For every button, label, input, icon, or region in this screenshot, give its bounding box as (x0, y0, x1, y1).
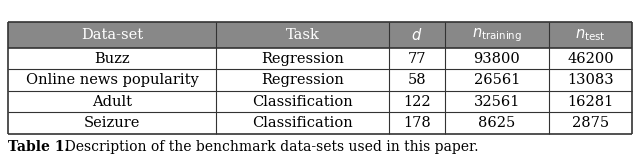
Bar (445, 113, 549, 134)
Bar (8, 113, 216, 134)
Bar (445, 22, 549, 48)
Text: Task: Task (285, 28, 319, 42)
Bar (216, 22, 389, 48)
Bar (8, 22, 216, 48)
Bar (445, 48, 549, 70)
Bar (445, 91, 549, 113)
Bar (389, 91, 445, 113)
Text: Regression: Regression (261, 73, 344, 87)
Bar (389, 113, 445, 134)
Bar (216, 91, 389, 113)
Text: Online news popularity: Online news popularity (26, 73, 198, 87)
Text: Buzz: Buzz (94, 52, 130, 66)
Bar (8, 91, 216, 113)
Text: Table 1.: Table 1. (8, 140, 69, 154)
Bar (549, 113, 632, 134)
Bar (389, 48, 445, 70)
Bar (549, 91, 632, 113)
Bar (389, 70, 445, 91)
Text: Regression: Regression (261, 52, 344, 66)
Text: 13083: 13083 (567, 73, 614, 87)
Text: 46200: 46200 (567, 52, 614, 66)
Text: Adult: Adult (92, 95, 132, 109)
Text: 2875: 2875 (572, 116, 609, 130)
Text: Description of the benchmark data-sets used in this paper.: Description of the benchmark data-sets u… (56, 140, 479, 154)
Text: 93800: 93800 (474, 52, 520, 66)
Text: $n_{\mathrm{training}}$: $n_{\mathrm{training}}$ (472, 26, 522, 44)
Text: 122: 122 (403, 95, 431, 109)
Text: Classification: Classification (252, 116, 353, 130)
Text: 58: 58 (408, 73, 426, 87)
Text: 77: 77 (408, 52, 426, 66)
Text: 32561: 32561 (474, 95, 520, 109)
Text: $d$: $d$ (412, 27, 423, 43)
Bar (216, 48, 389, 70)
Text: $n_{\mathrm{test}}$: $n_{\mathrm{test}}$ (575, 27, 606, 43)
Bar (8, 48, 216, 70)
Text: 8625: 8625 (478, 116, 515, 130)
Bar (549, 48, 632, 70)
Bar (8, 70, 216, 91)
Text: 16281: 16281 (567, 95, 614, 109)
Bar (549, 22, 632, 48)
Bar (216, 113, 389, 134)
Text: 178: 178 (403, 116, 431, 130)
Text: Classification: Classification (252, 95, 353, 109)
Bar (445, 70, 549, 91)
Text: Seizure: Seizure (84, 116, 140, 130)
Text: 26561: 26561 (474, 73, 520, 87)
Bar (549, 70, 632, 91)
Bar (216, 70, 389, 91)
Text: Data-set: Data-set (81, 28, 143, 42)
Bar (389, 22, 445, 48)
